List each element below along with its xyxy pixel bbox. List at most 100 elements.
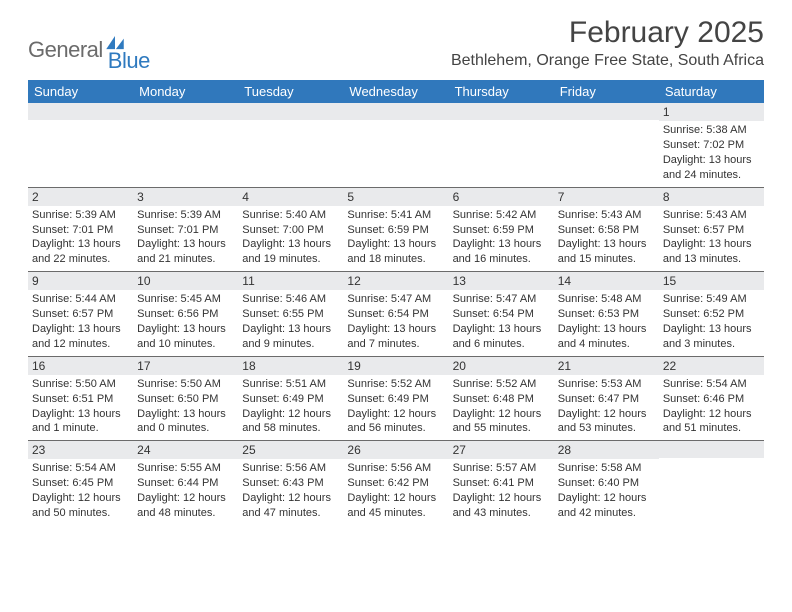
day-number: 22 [659, 357, 764, 375]
calendar-cell: 22Sunrise: 5:54 AMSunset: 6:46 PMDayligh… [659, 357, 764, 441]
sunset-text: Sunset: 6:51 PM [32, 392, 129, 407]
sunset-text: Sunset: 7:01 PM [137, 223, 234, 238]
daylight-text: Daylight: 12 hours and 58 minutes. [242, 407, 339, 437]
day-number [554, 103, 659, 120]
calendar-cell: 8Sunrise: 5:43 AMSunset: 6:57 PMDaylight… [659, 188, 764, 272]
day-number: 16 [28, 357, 133, 375]
sunset-text: Sunset: 6:58 PM [558, 223, 655, 238]
weekday-header-row: SundayMondayTuesdayWednesdayThursdayFrid… [28, 80, 764, 103]
calendar-cell: 15Sunrise: 5:49 AMSunset: 6:52 PMDayligh… [659, 272, 764, 356]
sunrise-text: Sunrise: 5:57 AM [453, 461, 550, 476]
day-number: 4 [238, 188, 343, 206]
sunset-text: Sunset: 6:50 PM [137, 392, 234, 407]
sunrise-text: Sunrise: 5:56 AM [242, 461, 339, 476]
weekday-header: Monday [133, 80, 238, 103]
day-number: 17 [133, 357, 238, 375]
sunset-text: Sunset: 6:44 PM [137, 476, 234, 491]
sunset-text: Sunset: 6:52 PM [663, 307, 760, 322]
calendar-cell-empty [659, 441, 764, 525]
day-number: 19 [343, 357, 448, 375]
day-number: 26 [343, 441, 448, 459]
calendar-cell-empty [133, 103, 238, 187]
sunset-text: Sunset: 6:56 PM [137, 307, 234, 322]
calendar-grid: 1Sunrise: 5:38 AMSunset: 7:02 PMDaylight… [28, 103, 764, 525]
day-number: 7 [554, 188, 659, 206]
day-number: 10 [133, 272, 238, 290]
day-number: 12 [343, 272, 448, 290]
daylight-text: Daylight: 13 hours and 0 minutes. [137, 407, 234, 437]
sunrise-text: Sunrise: 5:39 AM [137, 208, 234, 223]
day-number: 8 [659, 188, 764, 206]
sunrise-text: Sunrise: 5:52 AM [347, 377, 444, 392]
sunset-text: Sunset: 7:01 PM [32, 223, 129, 238]
daylight-text: Daylight: 13 hours and 15 minutes. [558, 237, 655, 267]
sunrise-text: Sunrise: 5:47 AM [347, 292, 444, 307]
sunset-text: Sunset: 6:48 PM [453, 392, 550, 407]
sunset-text: Sunset: 6:43 PM [242, 476, 339, 491]
calendar-cell: 21Sunrise: 5:53 AMSunset: 6:47 PMDayligh… [554, 357, 659, 441]
day-number: 1 [659, 103, 764, 121]
day-number [659, 441, 764, 458]
daylight-text: Daylight: 12 hours and 45 minutes. [347, 491, 444, 521]
sunset-text: Sunset: 6:54 PM [453, 307, 550, 322]
sunrise-text: Sunrise: 5:51 AM [242, 377, 339, 392]
day-number: 3 [133, 188, 238, 206]
calendar-cell: 25Sunrise: 5:56 AMSunset: 6:43 PMDayligh… [238, 441, 343, 525]
page-header: General Blue February 2025 Bethlehem, Or… [28, 16, 764, 74]
sunrise-text: Sunrise: 5:47 AM [453, 292, 550, 307]
daylight-text: Daylight: 13 hours and 22 minutes. [32, 237, 129, 267]
daylight-text: Daylight: 12 hours and 50 minutes. [32, 491, 129, 521]
sunset-text: Sunset: 6:41 PM [453, 476, 550, 491]
calendar-cell-empty [28, 103, 133, 187]
logo-word-2: Blue [108, 48, 150, 74]
calendar-cell: 7 Sunrise: 5:43 AMSunset: 6:58 PMDaylight… [554, 188, 659, 272]
weekday-header: Sunday [28, 80, 133, 103]
daylight-text: Daylight: 13 hours and 16 minutes. [453, 237, 550, 267]
sunrise-text: Sunrise: 5:46 AM [242, 292, 339, 307]
day-number: 9 [28, 272, 133, 290]
location-subtitle: Bethlehem, Orange Free State, South Afri… [451, 52, 764, 70]
calendar-cell: 26Sunrise: 5:56 AMSunset: 6:42 PMDayligh… [343, 441, 448, 525]
sunset-text: Sunset: 6:55 PM [242, 307, 339, 322]
sunrise-text: Sunrise: 5:50 AM [32, 377, 129, 392]
sunrise-text: Sunrise: 5:42 AM [453, 208, 550, 223]
sunset-text: Sunset: 6:40 PM [558, 476, 655, 491]
sunset-text: Sunset: 6:46 PM [663, 392, 760, 407]
day-number: 2 [28, 188, 133, 206]
calendar-cell: 24Sunrise: 5:55 AMSunset: 6:44 PMDayligh… [133, 441, 238, 525]
day-number: 14 [554, 272, 659, 290]
calendar-page: General Blue February 2025 Bethlehem, Or… [0, 0, 792, 525]
sunset-text: Sunset: 6:57 PM [32, 307, 129, 322]
calendar-cell-empty [449, 103, 554, 187]
calendar-cell: 5Sunrise: 5:41 AMSunset: 6:59 PMDaylight… [343, 188, 448, 272]
sunrise-text: Sunrise: 5:53 AM [558, 377, 655, 392]
month-title: February 2025 [451, 16, 764, 50]
calendar-cell: 4Sunrise: 5:40 AMSunset: 7:00 PMDaylight… [238, 188, 343, 272]
calendar-cell: 6Sunrise: 5:42 AMSunset: 6:59 PMDaylight… [449, 188, 554, 272]
daylight-text: Daylight: 13 hours and 1 minute. [32, 407, 129, 437]
calendar-cell: 12Sunrise: 5:47 AMSunset: 6:54 PMDayligh… [343, 272, 448, 356]
sunset-text: Sunset: 7:02 PM [663, 138, 760, 153]
sunrise-text: Sunrise: 5:48 AM [558, 292, 655, 307]
day-number: 23 [28, 441, 133, 459]
calendar-cell: 28Sunrise: 5:58 AMSunset: 6:40 PMDayligh… [554, 441, 659, 525]
sunrise-text: Sunrise: 5:43 AM [558, 208, 655, 223]
sunrise-text: Sunrise: 5:45 AM [137, 292, 234, 307]
calendar-cell: 20Sunrise: 5:52 AMSunset: 6:48 PMDayligh… [449, 357, 554, 441]
sunset-text: Sunset: 6:59 PM [453, 223, 550, 238]
daylight-text: Daylight: 12 hours and 51 minutes. [663, 407, 760, 437]
calendar-cell: 10 Sunrise: 5:45 AMSunset: 6:56 PMDayligh… [133, 272, 238, 356]
sunrise-text: Sunrise: 5:58 AM [558, 461, 655, 476]
calendar-cell: 14Sunrise: 5:48 AMSunset: 6:53 PMDayligh… [554, 272, 659, 356]
sunset-text: Sunset: 6:54 PM [347, 307, 444, 322]
weekday-header: Saturday [659, 80, 764, 103]
day-number: 25 [238, 441, 343, 459]
daylight-text: Daylight: 13 hours and 10 minutes. [137, 322, 234, 352]
calendar-cell-empty [554, 103, 659, 187]
daylight-text: Daylight: 13 hours and 3 minutes. [663, 322, 760, 352]
calendar-cell: 11Sunrise: 5:46 AMSunset: 6:55 PMDayligh… [238, 272, 343, 356]
weekday-header: Tuesday [238, 80, 343, 103]
daylight-text: Daylight: 12 hours and 42 minutes. [558, 491, 655, 521]
day-number: 21 [554, 357, 659, 375]
daylight-text: Daylight: 13 hours and 12 minutes. [32, 322, 129, 352]
